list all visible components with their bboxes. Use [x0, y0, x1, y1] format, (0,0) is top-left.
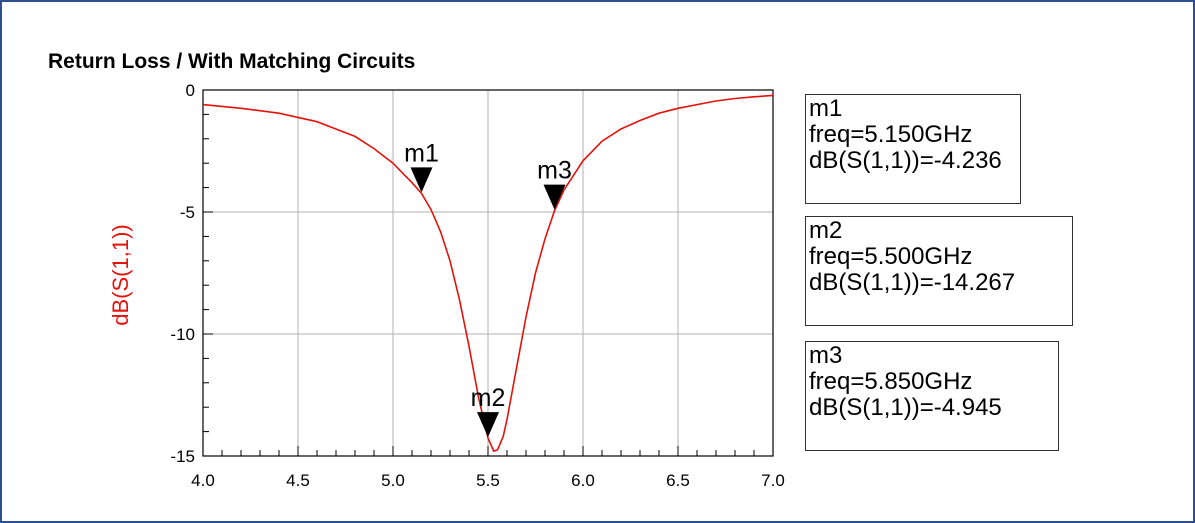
marker-readout-name: m1: [809, 95, 843, 122]
x-tick-label: 5.0: [381, 471, 405, 490]
marker-triangle-m1: [410, 167, 433, 193]
marker-readout-freq: freq=5.150GHz: [809, 121, 973, 148]
marker-triangle-m2: [477, 412, 499, 438]
marker-readout-name: m3: [809, 342, 843, 369]
y-tick-label: -10: [170, 325, 195, 344]
y-tick-label: -15: [170, 447, 195, 466]
y-tick-label: 0: [186, 81, 195, 100]
marker-triangle-m3: [543, 184, 566, 210]
marker-readout-freq: freq=5.850GHz: [809, 368, 973, 395]
plot-area-border: [202, 89, 774, 457]
y-tick-label: -5: [180, 203, 195, 222]
marker-label-m2: m2: [471, 384, 506, 412]
marker-readout-value: dB(S(1,1))=-4.236: [809, 147, 1002, 174]
marker-readout-m1: m1 freq=5.150GHz dB(S(1,1))=-4.236: [805, 94, 1021, 204]
x-tick-label: 4.5: [286, 471, 310, 490]
x-tick-label: 7.0: [761, 471, 785, 490]
marker-readout-m3: m3 freq=5.850GHz dB(S(1,1))=-4.945: [805, 341, 1059, 451]
marker-readout-value: dB(S(1,1))=-14.267: [809, 269, 1016, 296]
x-tick-label: 4.0: [191, 471, 215, 490]
marker-label-m1: m1: [404, 139, 439, 167]
x-tick-label: 6.5: [666, 471, 690, 490]
series-line: [202, 94, 774, 453]
x-tick-label: 5.5: [476, 471, 500, 490]
marker-readout-name: m2: [809, 217, 843, 244]
x-tick-label: 6.0: [571, 471, 595, 490]
marker-label-m3: m3: [537, 157, 572, 185]
marker-readout-m2: m2 freq=5.500GHz dB(S(1,1))=-14.267: [805, 216, 1073, 326]
y-axis-label: dB(S(1,1)): [108, 224, 133, 325]
chart-title: Return Loss / With Matching Circuits: [48, 50, 416, 73]
marker-readout-value: dB(S(1,1))=-4.945: [809, 394, 1002, 421]
marker-readout-freq: freq=5.500GHz: [809, 243, 973, 270]
